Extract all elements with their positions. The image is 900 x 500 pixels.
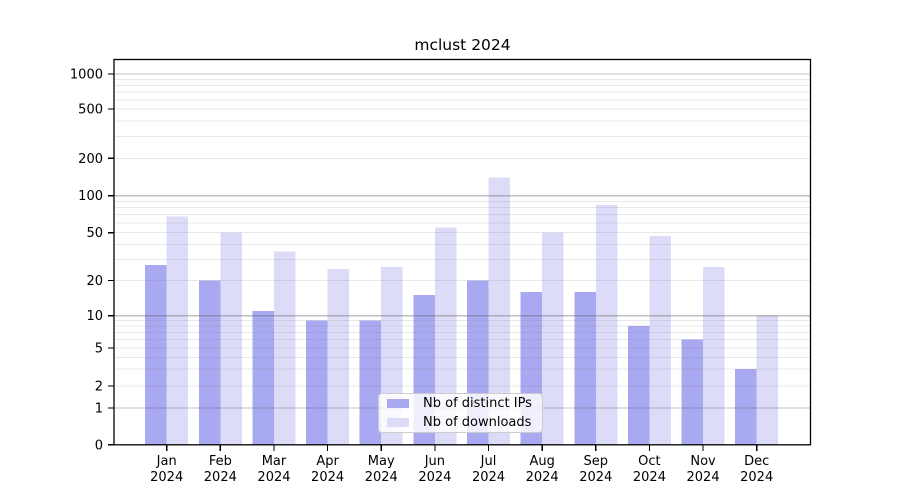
legend-item-distinct-ips: Nb of distinct IPs xyxy=(379,394,542,413)
x-tick-label-year: 2024 xyxy=(257,470,290,485)
bar-downloads-feb xyxy=(220,232,242,445)
bar-downloads-jan xyxy=(166,216,189,445)
x-tick-label-month: May xyxy=(368,454,395,469)
x-tick-label-year: 2024 xyxy=(472,470,505,485)
y-tick-label: 500 xyxy=(78,103,103,118)
bar-ips-nov xyxy=(681,339,704,445)
x-tick-label-month: Oct xyxy=(638,454,660,469)
bar-downloads-nov xyxy=(703,266,725,445)
x-tick-label-month: Jul xyxy=(480,454,497,469)
bar-ips-apr xyxy=(306,320,328,445)
bar-downloads-sep xyxy=(595,205,618,445)
x-tick-label-year: 2024 xyxy=(311,470,344,485)
y-tick-label: 1000 xyxy=(70,68,103,83)
y-tick-label: 1 xyxy=(95,402,103,417)
x-tick-label-year: 2024 xyxy=(579,470,612,485)
legend-swatch-distinct-ips xyxy=(387,399,409,408)
y-tick-label: 0 xyxy=(95,438,103,453)
bar-ips-jan xyxy=(145,264,167,445)
x-tick-label-month: Aug xyxy=(529,454,554,469)
bar-downloads-jul xyxy=(488,177,511,445)
legend-label-distinct-ips: Nb of distinct IPs xyxy=(423,396,532,411)
x-tick-label-year: 2024 xyxy=(740,470,773,485)
y-tick-label: 100 xyxy=(78,189,103,204)
legend: Nb of distinct IPs Nb of downloads xyxy=(378,393,543,433)
bar-downloads-dec xyxy=(756,315,779,445)
bar-downloads-jun xyxy=(434,227,457,445)
y-tick-label: 2 xyxy=(95,380,103,395)
x-tick-label-year: 2024 xyxy=(687,470,720,485)
x-tick-label-month: Apr xyxy=(316,454,339,469)
x-tick-label-year: 2024 xyxy=(526,470,559,485)
x-tick-label-month: Nov xyxy=(690,454,716,469)
x-tick-label-year: 2024 xyxy=(150,470,183,485)
bar-ips-oct xyxy=(627,326,650,445)
bar-downloads-apr xyxy=(327,268,350,445)
x-tick-label-year: 2024 xyxy=(418,470,451,485)
bar-ips-sep xyxy=(574,291,596,445)
x-tick-label-month: Jun xyxy=(424,454,445,469)
bar-ips-dec xyxy=(735,369,757,445)
plot-frame xyxy=(113,58,812,446)
y-tick-label: 5 xyxy=(95,342,103,357)
bar-downloads-aug xyxy=(542,232,564,445)
legend-swatch-downloads xyxy=(387,418,409,427)
y-tick-label: 200 xyxy=(78,152,103,167)
bar-ips-may xyxy=(359,320,382,445)
y-tick-label: 20 xyxy=(86,274,103,289)
bar-ips-feb xyxy=(198,280,221,445)
legend-item-downloads: Nb of downloads xyxy=(379,413,542,432)
x-tick-label-month: Feb xyxy=(209,454,232,469)
bar-ips-mar xyxy=(252,310,274,445)
x-tick-label-year: 2024 xyxy=(204,470,237,485)
legend-label-downloads: Nb of downloads xyxy=(423,415,532,430)
x-tick-label-month: Mar xyxy=(262,454,287,469)
chart-title: mclust 2024 xyxy=(414,36,511,54)
x-tick-label-month: Dec xyxy=(744,454,769,469)
x-tick-label-year: 2024 xyxy=(365,470,398,485)
x-tick-label-month: Jan xyxy=(156,454,177,469)
x-tick-label-year: 2024 xyxy=(633,470,666,485)
bar-downloads-mar xyxy=(273,251,296,445)
y-tick-label: 50 xyxy=(86,226,103,241)
y-tick-label: 10 xyxy=(86,309,103,324)
x-tick-label-month: Sep xyxy=(584,454,609,469)
bar-downloads-oct xyxy=(649,235,671,445)
